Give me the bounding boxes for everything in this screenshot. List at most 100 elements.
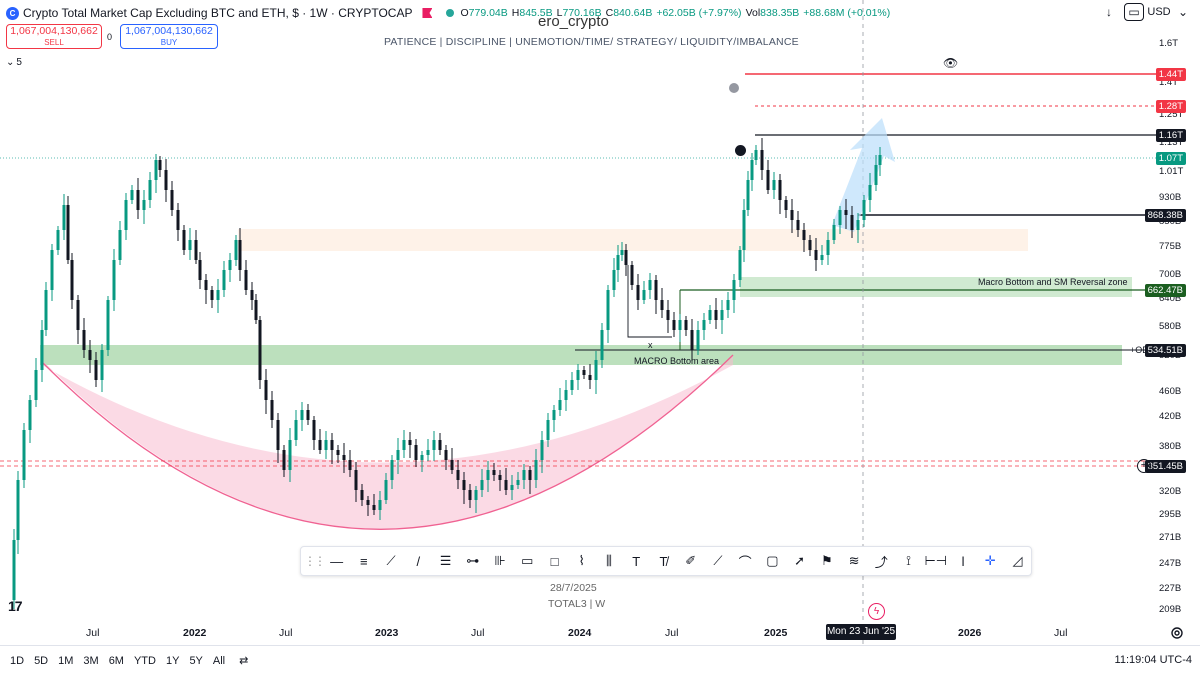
price-range-icon[interactable]: ⟟ bbox=[906, 553, 911, 568]
long-short-position-icon[interactable]: ⫼ bbox=[605, 553, 612, 568]
candle-body bbox=[210, 290, 214, 300]
ohlc-key: L bbox=[556, 7, 563, 19]
time-tick-label: 2026 bbox=[958, 627, 982, 639]
grip-handle-icon[interactable]: ⋮⋮ bbox=[304, 554, 326, 568]
candle-body bbox=[802, 230, 806, 240]
flag-icon[interactable]: ⚑ bbox=[821, 553, 833, 568]
arc-icon[interactable]: ⌒ bbox=[738, 554, 752, 570]
candle-body bbox=[158, 160, 162, 170]
range-button[interactable]: 5Y bbox=[189, 654, 203, 667]
download-icon[interactable]: ↓ bbox=[1106, 5, 1112, 19]
header-note: PATIENCE | DISCIPLINE | UNEMOTION/TIME/ … bbox=[384, 36, 799, 48]
text-icon[interactable]: T bbox=[632, 553, 641, 569]
price-tag[interactable]: 351.45B bbox=[1144, 460, 1186, 473]
vertical-line-icon[interactable]: ǀ bbox=[961, 553, 965, 569]
price-tag[interactable]: 1.07T bbox=[1155, 152, 1186, 165]
indicator-count: 5 bbox=[16, 56, 22, 68]
candle-body bbox=[118, 230, 122, 260]
tradingview-logo-icon[interactable]: 17 bbox=[8, 598, 23, 614]
horizontal-line-icon[interactable]: — bbox=[330, 553, 344, 569]
range-button[interactable]: All bbox=[212, 654, 226, 667]
parallel-channel-icon[interactable]: ☰ bbox=[439, 553, 452, 568]
shape-tool-icon[interactable]: ◿ bbox=[1012, 553, 1023, 568]
buy-button[interactable]: 1,067,004,130,662 BUY bbox=[120, 24, 218, 49]
ruler-icon[interactable]: ⟋ bbox=[386, 553, 396, 568]
crosshair-icon[interactable]: ✛ bbox=[984, 553, 996, 568]
arrow-marker-icon[interactable]: ➚ bbox=[794, 553, 806, 568]
settings-gear-icon[interactable] bbox=[1170, 626, 1184, 640]
candle-body bbox=[696, 330, 700, 350]
price-tag[interactable]: 1.16T bbox=[1155, 129, 1186, 142]
highlighter-icon[interactable]: ⟋ bbox=[713, 553, 723, 568]
candle-body bbox=[720, 310, 724, 320]
price-tag[interactable]: 662.47B bbox=[1144, 284, 1186, 297]
range-button[interactable]: YTD bbox=[133, 654, 156, 667]
ohlc-value: 838.35B bbox=[760, 7, 800, 19]
brush-icon[interactable]: ✐ bbox=[685, 553, 697, 568]
info-line-icon[interactable]: ⊶ bbox=[466, 553, 480, 568]
price-tag[interactable]: 1.28T bbox=[1155, 100, 1186, 113]
crosshair-date: Mon 23 Jun '25 bbox=[826, 624, 896, 640]
chevron-down-icon[interactable]: ⌄ bbox=[1177, 5, 1189, 19]
candle-body bbox=[838, 210, 842, 225]
candle-body bbox=[468, 490, 472, 500]
ohlc-item: L770.16B bbox=[557, 7, 602, 19]
price-tag[interactable]: 868.38B bbox=[1144, 209, 1186, 222]
candle-body bbox=[228, 260, 232, 270]
zone-label-macro-bottom[interactable]: MACRO Bottom area bbox=[634, 356, 720, 366]
candle-body bbox=[738, 250, 742, 280]
zone-label-macro-reversal[interactable]: Macro Bottom and SM Reversal zone bbox=[978, 277, 1128, 287]
date-price-range-icon[interactable]: ⊢⊣ bbox=[924, 553, 948, 568]
alert-marker-icon[interactable] bbox=[729, 83, 739, 93]
candle-body bbox=[414, 445, 418, 460]
price-tick-label: 775B bbox=[1159, 241, 1182, 252]
candle-body bbox=[600, 330, 604, 360]
candle-body bbox=[862, 200, 866, 220]
range-button[interactable]: 1Y bbox=[165, 654, 180, 667]
indicator-collapse-button[interactable]: ⌄ 5 bbox=[6, 55, 30, 69]
ohlc-value: 845.5B bbox=[519, 7, 553, 19]
currency-select[interactable]: USD bbox=[1147, 6, 1171, 18]
callout-icon[interactable]: ▭ bbox=[521, 553, 534, 568]
sell-button[interactable]: 1,067,004,130,662 SELL bbox=[6, 24, 102, 49]
candle-body bbox=[198, 260, 202, 280]
candle-body bbox=[642, 290, 646, 300]
candle-body bbox=[672, 320, 676, 330]
fib-retracement-icon[interactable]: ⊪ bbox=[494, 553, 506, 568]
screenshot-icon[interactable]: ▭ bbox=[1124, 3, 1144, 21]
range-button[interactable]: 3M bbox=[83, 654, 99, 667]
candle-body bbox=[726, 300, 730, 310]
eye-icon[interactable]: 👁 bbox=[943, 56, 959, 70]
clock[interactable]: 11:19:04 UTC-4 bbox=[1114, 654, 1192, 666]
time-tick-label: Jul bbox=[1054, 627, 1068, 639]
anchored-text-icon[interactable]: T̸ bbox=[659, 553, 668, 569]
range-button[interactable]: 1D bbox=[10, 654, 25, 667]
symbol-logo-icon: C bbox=[6, 6, 19, 20]
forecast-icon[interactable]: ⤴ bbox=[874, 554, 888, 570]
elliott-wave-icon[interactable]: ≋ bbox=[848, 553, 860, 568]
alarm-icon[interactable] bbox=[735, 145, 746, 156]
candle-body bbox=[820, 255, 824, 260]
path-icon[interactable]: ⌇ bbox=[578, 553, 585, 568]
lightning-icon[interactable]: ϟ bbox=[868, 603, 885, 620]
candle-body bbox=[288, 440, 292, 470]
date-range-icon[interactable]: ⇄ bbox=[239, 655, 249, 667]
range-button[interactable]: 5D bbox=[34, 654, 49, 667]
price-tag[interactable]: 1.44T bbox=[1155, 68, 1186, 81]
price-tick-label: 247B bbox=[1159, 558, 1182, 569]
add-alert-icon[interactable]: + bbox=[1137, 459, 1151, 473]
range-button[interactable]: 1M bbox=[58, 654, 74, 667]
x-mark[interactable]: x bbox=[648, 340, 653, 350]
trend-line-icon[interactable]: / bbox=[416, 553, 421, 569]
comment-icon[interactable]: ▢ bbox=[766, 553, 779, 568]
candle-body bbox=[264, 380, 268, 400]
drawing-toolbar[interactable]: ⋮⋮ — ≡ ⟋ / ☰ ⊶ ⊪ ▭ □ ⌇ ⫼ T T̸ ✐ ⟋ ⌒ ▢ ➚ ⚑ ≋ ⤴ ⟟ ⊢⊣ ǀ ✛ ◿ bbox=[300, 546, 1032, 576]
price-tag[interactable]: 534.51B bbox=[1144, 344, 1186, 357]
rectangle-icon[interactable]: □ bbox=[550, 553, 559, 569]
flag-icon[interactable] bbox=[422, 8, 433, 18]
horizontal-ray-icon[interactable]: ≡ bbox=[360, 553, 368, 569]
symbol-title[interactable]: Crypto Total Market Cap Excluding BTC an… bbox=[23, 6, 413, 20]
range-button[interactable]: 6M bbox=[108, 654, 124, 667]
